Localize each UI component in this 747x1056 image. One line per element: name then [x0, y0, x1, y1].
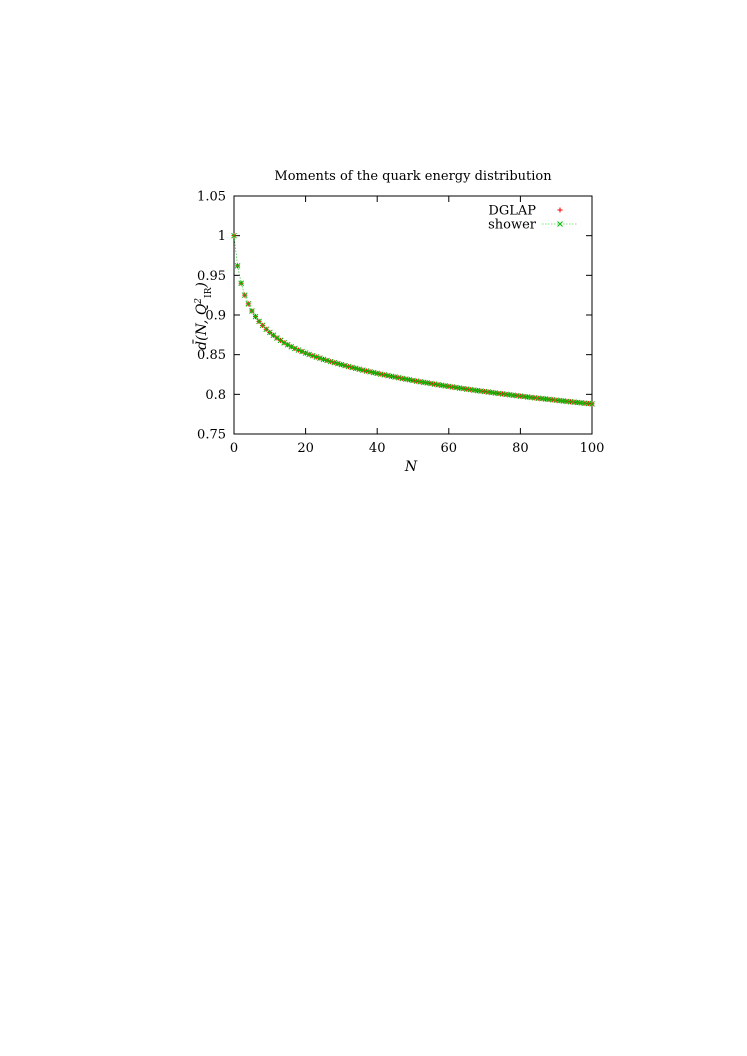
- x-tick-label: 100: [580, 441, 605, 456]
- y-tick-label: 0.9: [205, 309, 226, 324]
- y-tick-label: 0.8: [205, 388, 226, 403]
- x-tick-label: 40: [369, 441, 386, 456]
- data-point-shower: [281, 339, 287, 346]
- axis-ticks: 0 20 40 60 80 100 0.75 0.8 0.85 0.9 0.95 1 1.05: [197, 190, 604, 457]
- data-point-shower: [313, 354, 320, 360]
- y-axis-label-sub: IR: [204, 287, 214, 298]
- data-point-shower: [231, 232, 237, 239]
- data-point-shower: [295, 347, 302, 353]
- data-point-shower: [274, 335, 280, 341]
- y-axis-label: d̄(N, Q2IR): [192, 282, 214, 350]
- data-point-shower: [234, 262, 241, 269]
- x-tick-label: 60: [441, 441, 458, 456]
- x-axis-label: N: [404, 459, 418, 475]
- data-point-shower: [266, 329, 273, 336]
- data-point-shower: [589, 400, 595, 407]
- data-point-shower: [306, 351, 313, 358]
- y-tick-label: 0.75: [197, 428, 226, 443]
- data-point-shower: [331, 359, 338, 366]
- y-axis-label-close: ): [194, 282, 210, 288]
- y-axis-label-main: d̄(N, Q: [192, 303, 210, 350]
- data-point-shower: [317, 355, 323, 362]
- data-point-shower: [252, 313, 259, 320]
- y-tick-label: 1.05: [197, 190, 226, 205]
- data-point-shower: [249, 308, 255, 314]
- data-point-shower: [299, 348, 305, 355]
- data-point-shower: [270, 332, 277, 339]
- data-series: [231, 232, 595, 407]
- data-point-shower: [245, 301, 252, 307]
- data-point-shower: [277, 337, 284, 344]
- data-point-shower: [288, 343, 295, 350]
- x-tick-label: 0: [230, 441, 238, 456]
- data-point-shower: [320, 356, 327, 363]
- legend-label-shower: shower: [488, 218, 537, 233]
- legend-marker-dglap: [557, 207, 563, 213]
- data-point-shower: [324, 357, 330, 364]
- y-tick-label: 1: [218, 229, 226, 244]
- data-point-shower: [334, 360, 341, 367]
- y-tick-label: 0.85: [197, 348, 226, 363]
- data-point-shower: [238, 280, 245, 287]
- series-shower: [231, 232, 595, 407]
- y-tick-label: 0.95: [197, 269, 226, 284]
- data-point-shower: [241, 292, 248, 299]
- x-tick-label: 80: [512, 441, 529, 456]
- data-point-shower: [327, 358, 334, 365]
- y-axis-label-sup: 2: [194, 298, 204, 305]
- data-point-shower: [284, 341, 291, 348]
- data-point-shower: [309, 352, 316, 359]
- x-tick-label: 20: [297, 441, 314, 456]
- svg-text:d̄(N, Q2IR): d̄(N, Q2IR): [192, 282, 214, 350]
- legend-marker-shower: [557, 221, 563, 227]
- data-point-shower: [302, 350, 309, 356]
- data-point-shower: [292, 345, 298, 352]
- legend-label-dglap: DGLAP: [488, 204, 536, 219]
- chart-title: Moments of the quark energy distribution: [274, 169, 552, 184]
